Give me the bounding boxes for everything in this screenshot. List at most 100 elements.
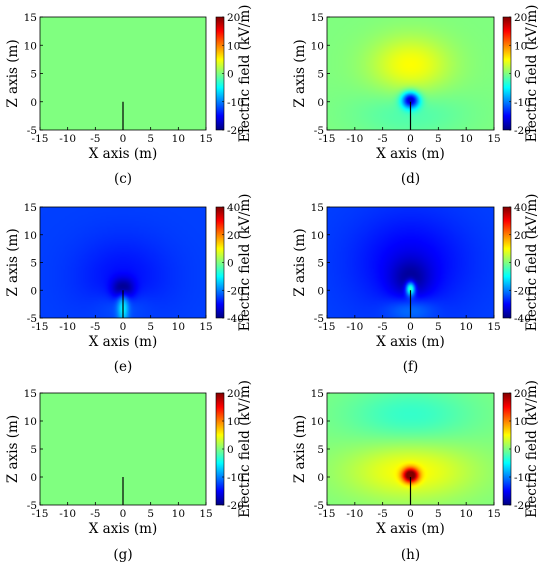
x-tick-label: -15 (319, 133, 336, 145)
colorbar-tick-label: 10 (227, 40, 240, 52)
y-tick-label: 5 (317, 258, 324, 270)
colorbar-label: Electric field (kV/m) (237, 5, 253, 143)
y-tick-label: 5 (317, 69, 324, 81)
y-tick-label: 0 (317, 97, 324, 109)
colorbar-label: Electric field (kV/m) (524, 5, 540, 143)
y-tick-label: 0 (30, 285, 37, 297)
colorbar-tick-label: 20 (227, 12, 240, 24)
panel-label: (e) (114, 359, 133, 375)
colorbar-tick-label: 20 (514, 12, 527, 24)
colorbar-tick-label: -10 (514, 97, 531, 109)
y-tick-label: 5 (30, 258, 37, 270)
x-axis-label: X axis (m) (376, 146, 444, 162)
x-tick-label: 0 (407, 508, 414, 520)
colorbar-tick-label: -10 (514, 472, 531, 484)
x-tick-label: 5 (435, 508, 442, 520)
x-tick-label: -15 (319, 321, 336, 333)
y-tick-label: -5 (314, 500, 324, 512)
panel-label: (h) (401, 547, 420, 563)
y-tick-label: 0 (317, 472, 324, 484)
colorbar-tick-label: -20 (227, 500, 244, 512)
x-tick-label: -5 (378, 508, 388, 520)
y-tick-label: 0 (30, 472, 37, 484)
y-tick-label: 10 (311, 40, 324, 52)
colorbar-tick-label: 0 (514, 69, 521, 81)
y-tick-label: 0 (317, 285, 324, 297)
y-tick-label: 15 (311, 388, 324, 400)
colorbar-tick-label: 0 (227, 444, 234, 456)
x-tick-label: 0 (120, 508, 127, 520)
y-tick-label: 10 (24, 40, 37, 52)
x-axis-label: X axis (m) (89, 521, 157, 537)
colorbar-tick-label: -20 (514, 500, 531, 512)
x-axis-label: X axis (m) (376, 521, 444, 537)
x-tick-label: -10 (59, 508, 76, 520)
colorbar-tick-label: 40 (227, 202, 240, 214)
y-tick-label: 15 (311, 202, 324, 214)
y-tick-label: 15 (311, 12, 324, 24)
x-tick-label: 10 (459, 508, 472, 520)
y-axis-label: Z axis (m) (5, 228, 21, 296)
y-axis-label: Z axis (m) (5, 39, 21, 107)
x-tick-label: 0 (407, 133, 414, 145)
colorbar-tick-label: -10 (227, 472, 244, 484)
colorbar-tick-label: 10 (514, 416, 527, 428)
x-tick-label: 10 (172, 321, 185, 333)
x-tick-label: -5 (90, 133, 100, 145)
x-tick-label: -10 (59, 133, 76, 145)
x-axis-label: X axis (m) (376, 334, 444, 350)
colorbar-tick-label: 0 (514, 258, 521, 270)
x-tick-label: 10 (459, 321, 472, 333)
x-tick-label: 15 (487, 133, 500, 145)
x-axis-label: X axis (m) (89, 334, 157, 350)
x-tick-label: 5 (147, 133, 154, 145)
x-tick-label: 0 (120, 133, 127, 145)
y-tick-label: 15 (24, 388, 37, 400)
x-tick-label: 5 (435, 133, 442, 145)
x-tick-label: 5 (147, 508, 154, 520)
y-tick-label: 5 (30, 444, 37, 456)
x-tick-label: 5 (435, 321, 442, 333)
y-axis-label: Z axis (m) (292, 228, 308, 296)
x-tick-label: 15 (487, 508, 500, 520)
y-tick-label: -5 (27, 500, 37, 512)
y-axis-label: Z axis (m) (5, 415, 21, 483)
y-tick-label: 15 (24, 202, 37, 214)
panel-label: (d) (401, 171, 420, 187)
x-tick-label: 15 (199, 508, 212, 520)
colorbar-tick-label: -40 (514, 313, 531, 325)
colorbar-label: Electric field (kV/m) (524, 380, 540, 518)
y-tick-label: 5 (317, 444, 324, 456)
x-axis-label: X axis (m) (89, 146, 157, 162)
x-tick-label: -15 (319, 508, 336, 520)
colorbar-tick-label: 20 (227, 388, 240, 400)
x-tick-label: 5 (147, 321, 154, 333)
x-tick-label: 0 (120, 321, 127, 333)
colorbar-tick-label: 0 (227, 69, 234, 81)
colorbar-tick-label: 10 (514, 40, 527, 52)
colorbar-tick-label: 0 (227, 258, 234, 270)
colorbar-tick-label: 0 (514, 444, 521, 456)
x-tick-label: -5 (90, 321, 100, 333)
y-tick-label: -5 (27, 125, 37, 137)
x-tick-label: 10 (172, 508, 185, 520)
x-tick-label: -5 (90, 508, 100, 520)
x-tick-label: -5 (378, 321, 388, 333)
x-tick-label: 15 (199, 321, 212, 333)
colorbar-tick-label: 20 (227, 230, 240, 242)
x-tick-label: -15 (32, 508, 49, 520)
x-tick-label: -10 (59, 321, 76, 333)
y-tick-label: 10 (24, 230, 37, 242)
x-tick-label: -15 (32, 133, 49, 145)
x-tick-label: 10 (459, 133, 472, 145)
y-axis-label: Z axis (m) (292, 415, 308, 483)
x-tick-label: 0 (407, 321, 414, 333)
y-tick-label: 0 (30, 97, 37, 109)
x-tick-label: -10 (346, 133, 363, 145)
colorbar-label: Electric field (kV/m) (237, 380, 253, 518)
colorbar-tick-label: -10 (227, 97, 244, 109)
